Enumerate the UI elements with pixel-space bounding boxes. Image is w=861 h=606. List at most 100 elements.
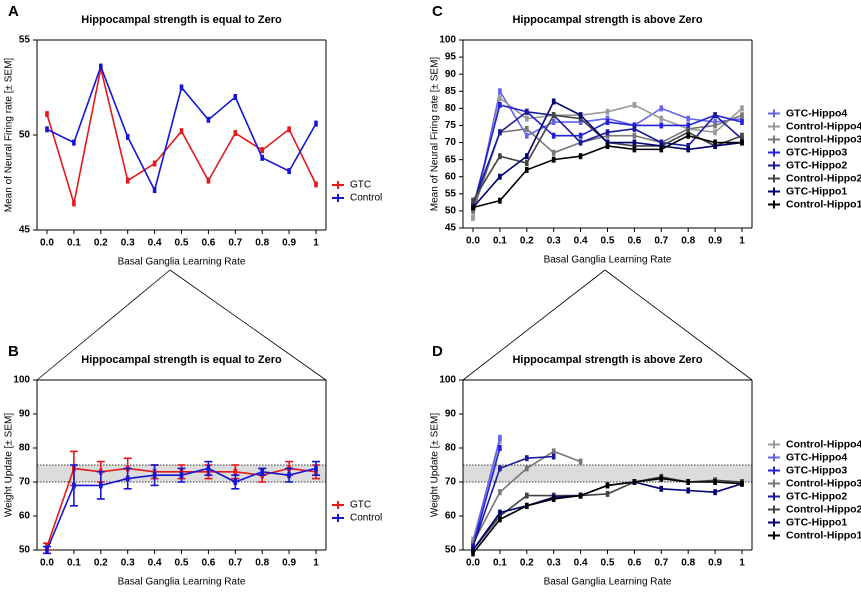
point	[525, 492, 529, 499]
x-tick-label: 0.0	[466, 558, 480, 569]
point	[152, 187, 157, 194]
x-tick-label: 0.9	[282, 238, 296, 249]
y-tick-label: 95	[445, 52, 457, 63]
point	[740, 480, 744, 487]
legend-label: Control-Hippo4	[786, 438, 861, 450]
series-line	[472, 114, 743, 202]
point	[686, 132, 690, 139]
point	[498, 516, 502, 523]
point	[632, 125, 637, 132]
point	[659, 142, 664, 149]
x-tick-label: 0.1	[493, 558, 507, 569]
point	[686, 129, 690, 136]
y-axis-label: Weight Update [± SEM]	[4, 413, 15, 517]
point	[605, 129, 610, 136]
point	[740, 139, 744, 146]
point	[152, 160, 157, 167]
point	[498, 445, 502, 451]
point	[605, 108, 610, 115]
point	[314, 465, 318, 472]
point	[72, 482, 76, 489]
y-tick-label: 55	[19, 35, 31, 46]
point	[740, 112, 744, 119]
x-tick-label: 0.7	[228, 238, 242, 249]
point	[471, 536, 475, 543]
x-tick-label: 0.1	[493, 236, 507, 247]
point	[578, 115, 583, 122]
x-tick-label: 0.2	[94, 238, 108, 249]
x-tick-label: 0.9	[708, 236, 722, 247]
point	[498, 173, 502, 180]
zoom-line	[462, 269, 606, 381]
point	[605, 142, 610, 149]
point	[578, 153, 583, 160]
point	[498, 434, 502, 441]
x-axis-label: Basal Ganglia Learning Rate	[118, 257, 246, 268]
reference-band	[463, 465, 752, 482]
point	[713, 112, 717, 119]
point	[605, 490, 610, 497]
point	[551, 453, 556, 460]
chart-title: Hippocampal strength is above Zero	[512, 354, 702, 366]
point	[551, 496, 556, 502]
x-tick-label: 0.3	[121, 238, 135, 249]
x-tick-label: 0.5	[601, 558, 615, 569]
legend-label: GTC-Hippo4	[786, 107, 847, 119]
point	[605, 139, 610, 146]
x-tick-label: 1	[739, 236, 745, 247]
zoom-line	[169, 269, 327, 381]
x-tick-label: 0.3	[547, 236, 561, 247]
x-tick-label: 0.1	[67, 238, 81, 249]
point	[659, 485, 664, 492]
x-tick-label: 0.4	[574, 558, 588, 569]
point	[713, 489, 717, 496]
x-tick-label: 0.6	[627, 236, 641, 247]
x-tick-label: 0.7	[654, 558, 668, 569]
point	[605, 132, 610, 139]
y-tick-label: 70	[445, 137, 457, 148]
y-tick-label: 100	[439, 35, 456, 46]
point	[314, 181, 318, 188]
point	[632, 132, 637, 139]
point	[498, 438, 502, 445]
x-tick-label: 0.6	[201, 238, 215, 249]
legend-label: Control-Hippo1	[786, 198, 861, 210]
point	[632, 142, 637, 149]
y-tick-label: 45	[445, 223, 457, 234]
point	[498, 88, 502, 95]
x-tick-label: 0.6	[201, 558, 215, 569]
x-tick-label: 0.4	[574, 236, 588, 247]
y-tick-label: 50	[19, 130, 31, 141]
x-tick-label: 0.0	[40, 238, 54, 249]
y-axis-label: Mean of Neural Firing rate [± SEM]	[430, 57, 441, 212]
x-tick-label: 1	[313, 238, 319, 249]
point	[471, 204, 475, 211]
point	[471, 550, 475, 557]
point	[578, 492, 583, 499]
point	[498, 465, 502, 472]
point	[686, 487, 690, 494]
point	[233, 468, 238, 475]
y-tick-label: 60	[19, 511, 31, 522]
point	[99, 482, 103, 489]
y-tick-label: 85	[445, 86, 457, 97]
point	[632, 479, 637, 485]
zoom-line	[604, 269, 753, 381]
x-tick-label: 1	[739, 558, 745, 569]
y-tick-label: 75	[445, 120, 457, 131]
point	[233, 94, 238, 100]
y-tick-label: 70	[19, 477, 31, 488]
chart-title: Hippocampal strength is equal to Zero	[81, 354, 282, 366]
point	[471, 197, 475, 204]
x-tick-label: 0.3	[547, 558, 561, 569]
point	[314, 120, 318, 127]
point	[551, 132, 556, 139]
point	[686, 479, 690, 485]
point	[740, 136, 744, 143]
point	[525, 465, 529, 472]
legend-label: GTC-Hippo1	[786, 516, 847, 528]
y-tick-label: 80	[19, 443, 31, 454]
point	[498, 489, 502, 496]
point	[659, 139, 664, 146]
y-tick-label: 70	[445, 477, 457, 488]
